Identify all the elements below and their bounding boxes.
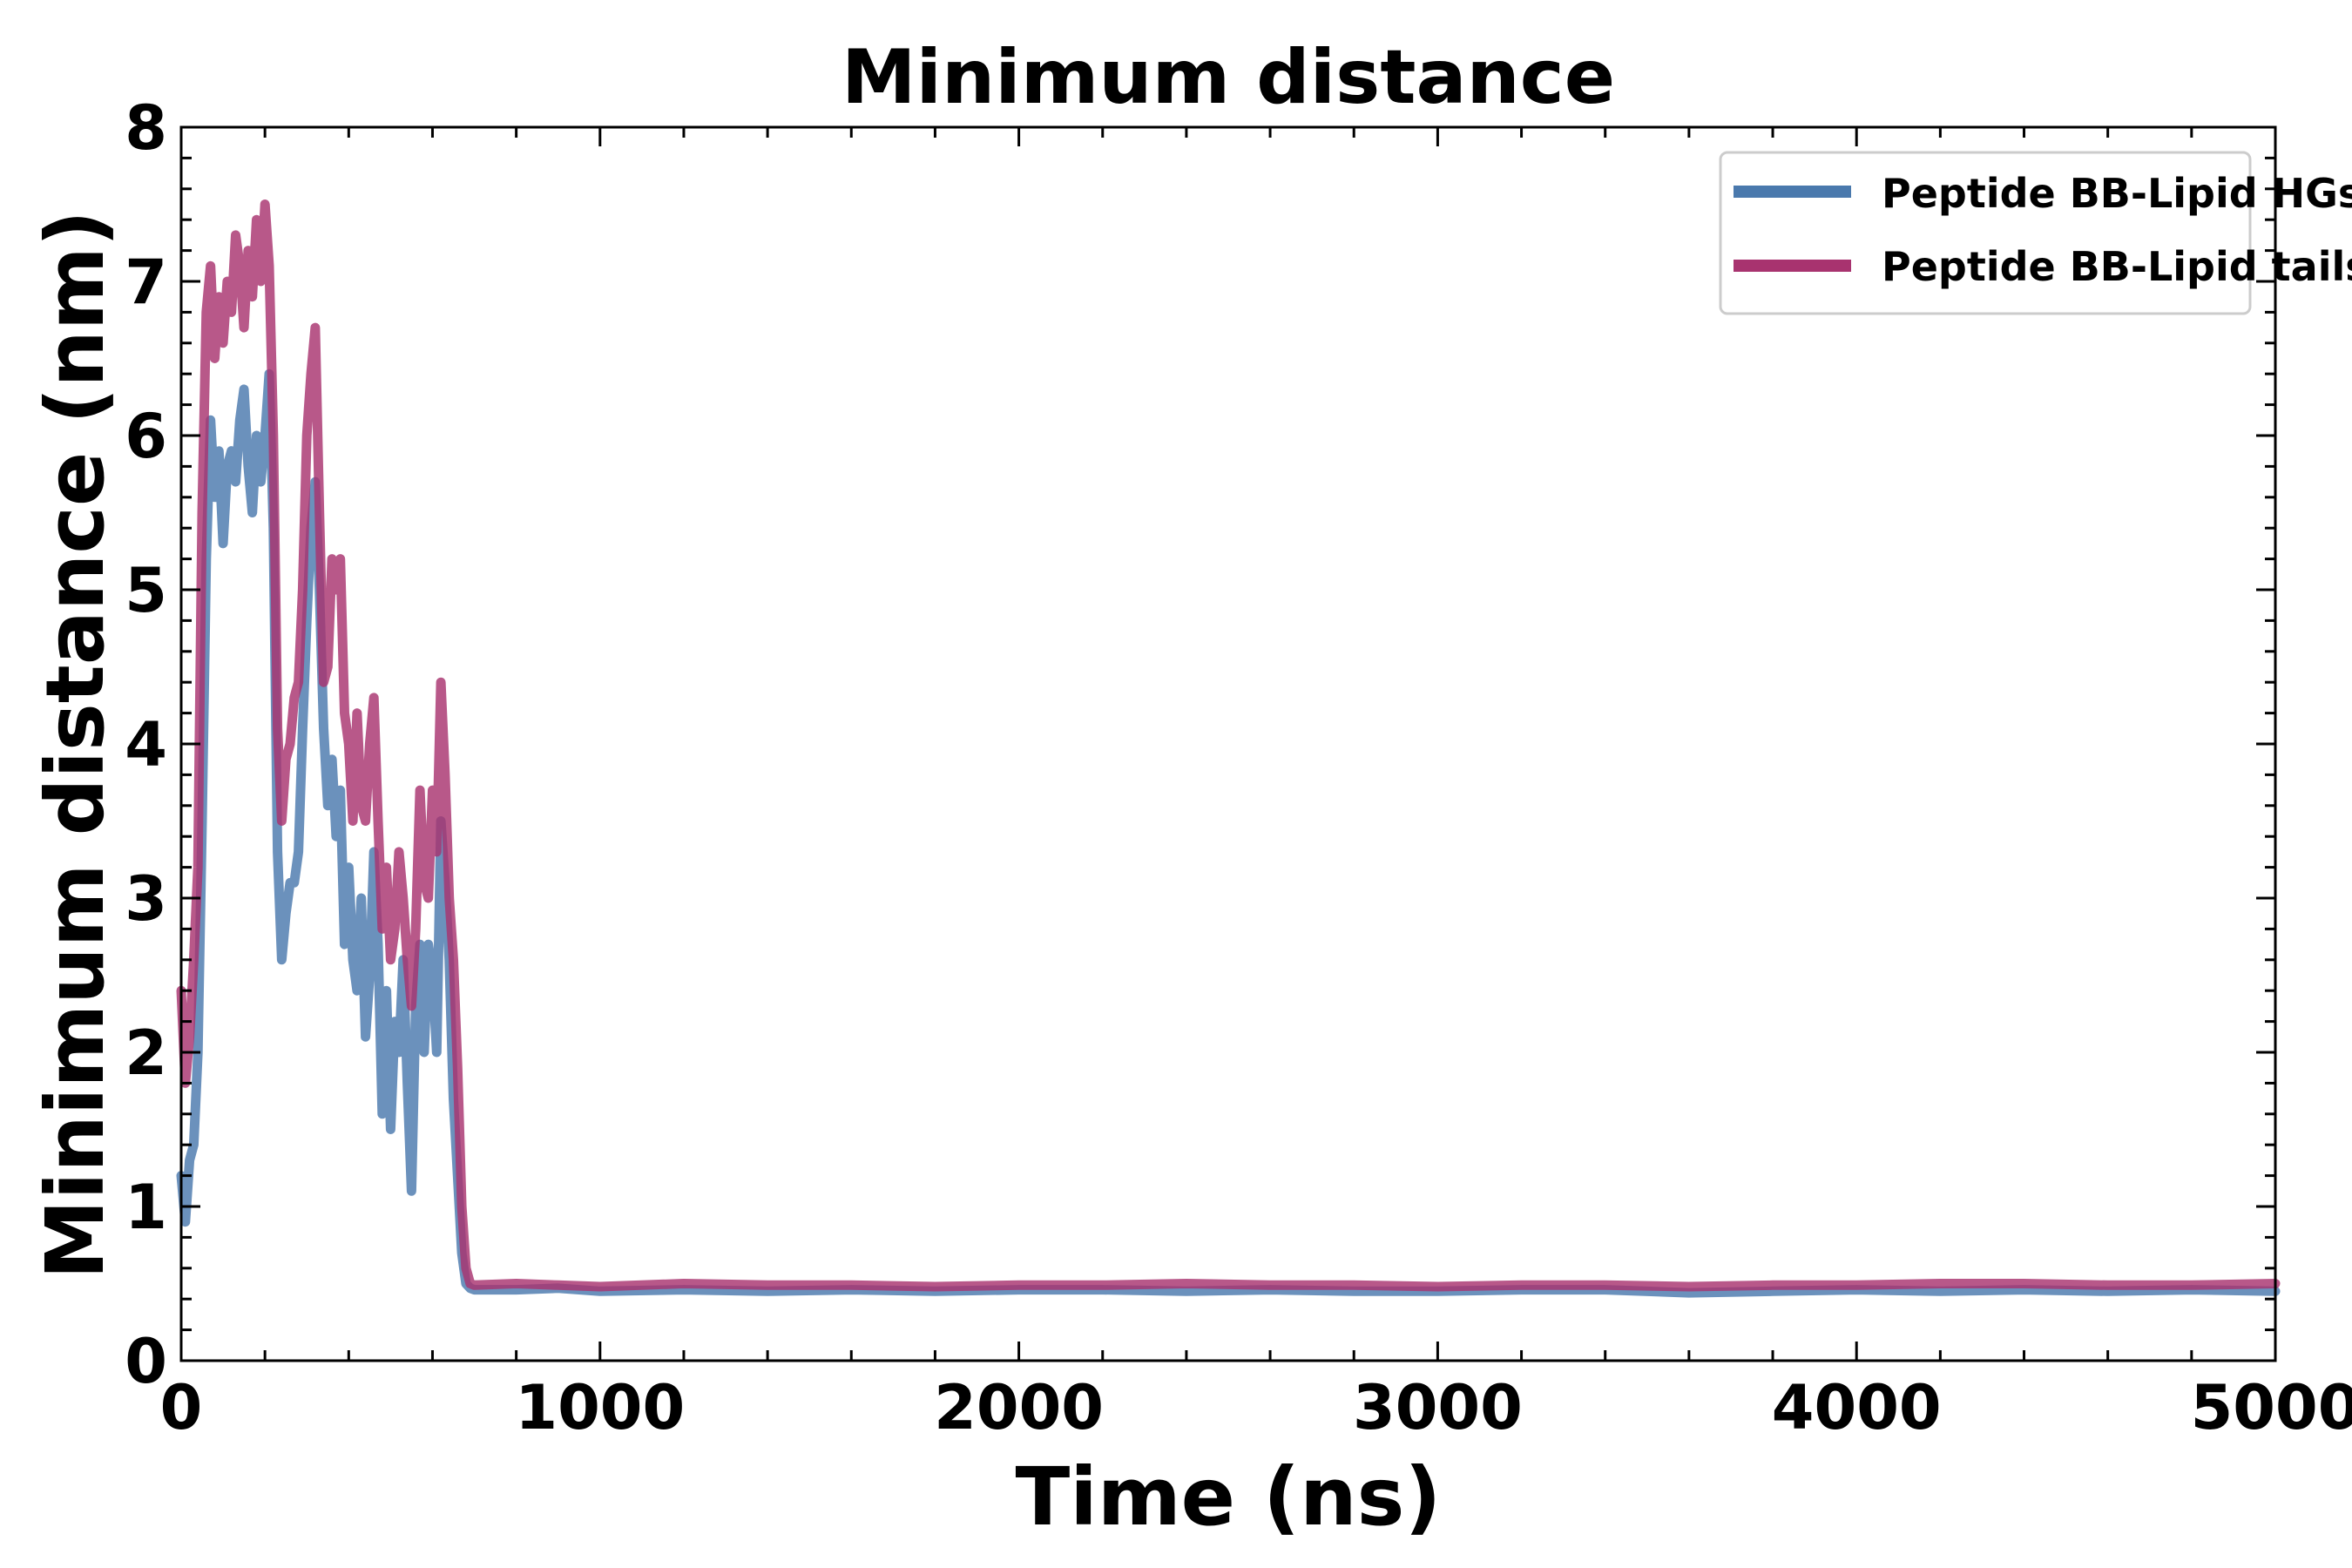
series-line-0	[176, 368, 2281, 1298]
x-axis-label: Time (ns)	[1016, 1450, 1442, 1544]
y-tick-label: 6	[125, 401, 167, 472]
x-tick-label: 5000	[2191, 1372, 2352, 1443]
legend-box	[1719, 151, 2252, 315]
x-tick-label: 4000	[1772, 1372, 1942, 1443]
legend-label-hgs: Peptide BB-Lipid HGs	[1882, 170, 2352, 217]
legend: Peptide BB-Lipid HGs Peptide BB-Lipid ta…	[1719, 151, 2352, 315]
y-tick-labels: 0 1 2 3 4 5 6 7 8	[125, 92, 167, 1397]
x-tick-label: 0	[160, 1372, 203, 1443]
y-tick-label: 1	[125, 1172, 167, 1243]
x-tick-label: 1000	[515, 1372, 685, 1443]
y-axis-label: Minimum distance (nm)	[29, 210, 122, 1280]
series-group	[176, 199, 2281, 1298]
y-tick-label: 3	[125, 863, 167, 935]
y-tick-label: 5	[125, 555, 167, 626]
y-tick-label: 7	[125, 247, 167, 318]
chart-title: Minimum distance	[841, 34, 1615, 121]
y-tick-label: 8	[125, 92, 167, 164]
plot-area	[176, 125, 2281, 1362]
ticks-group	[179, 125, 2277, 1362]
y-tick-label: 0	[125, 1326, 167, 1397]
x-tick-labels: 0 1000 2000 3000 4000 5000	[160, 1372, 2352, 1443]
x-tick-label: 2000	[934, 1372, 1104, 1443]
x-tick-label: 3000	[1353, 1372, 1523, 1443]
legend-label-tails: Peptide BB-Lipid tails	[1882, 243, 2352, 290]
y-tick-label: 4	[125, 709, 167, 781]
series-line-1	[176, 199, 2281, 1292]
y-tick-label: 2	[125, 1017, 167, 1089]
